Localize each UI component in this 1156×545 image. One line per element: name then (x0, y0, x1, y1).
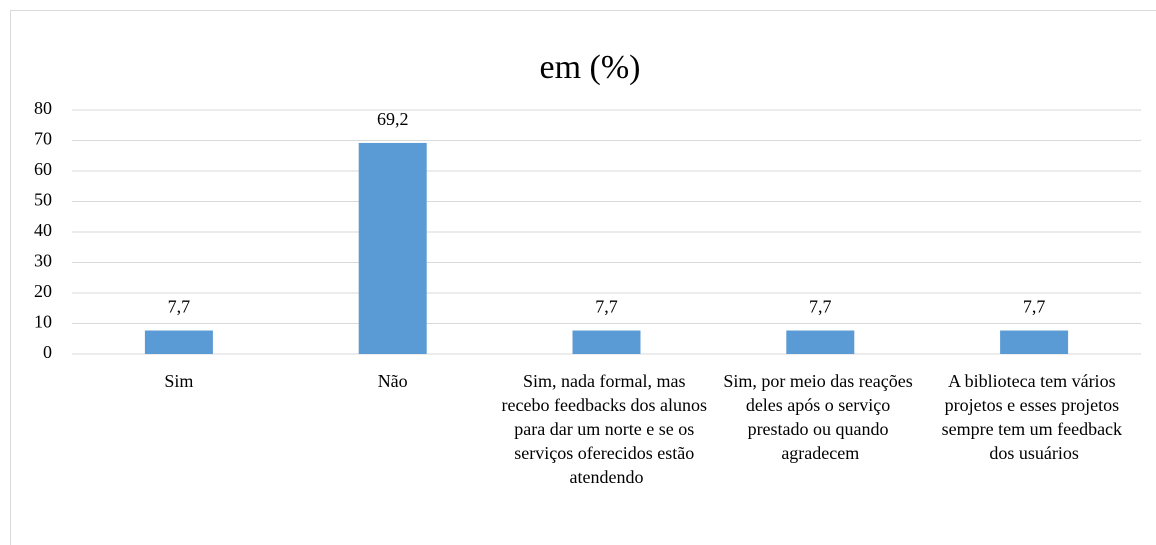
x-tick-label: Sim (164, 371, 193, 391)
y-tick-label: 60 (34, 159, 52, 179)
x-tick-label: Sim, por meio das reações deles após o s… (723, 371, 917, 463)
chart-frame (10, 10, 1156, 545)
bar (1000, 330, 1069, 354)
bar (572, 330, 641, 354)
data-label: 7,7 (809, 297, 832, 317)
data-label: 7,7 (595, 297, 618, 317)
chart-title: em (%) (539, 49, 640, 86)
data-label: 69,2 (377, 109, 409, 129)
y-tick-label: 70 (34, 129, 52, 149)
data-label: 7,7 (168, 297, 191, 317)
y-tick-label: 50 (34, 190, 52, 210)
x-tick-label: Sim, nada formal, mas recebo feedbacks d… (502, 371, 712, 487)
y-tick-label: 30 (34, 251, 52, 271)
bar (786, 330, 855, 354)
y-tick-label: 80 (34, 98, 52, 118)
y-tick-label: 20 (34, 281, 52, 301)
x-tick-label: A biblioteca tem vários projetos e esses… (942, 371, 1127, 463)
data-label: 7,7 (1023, 297, 1046, 317)
bar (144, 330, 213, 354)
y-tick-label: 40 (34, 220, 52, 240)
y-tick-label: 10 (34, 312, 52, 332)
y-tick-label: 0 (43, 342, 52, 362)
bar (358, 142, 427, 354)
x-tick-label: Não (378, 371, 408, 391)
